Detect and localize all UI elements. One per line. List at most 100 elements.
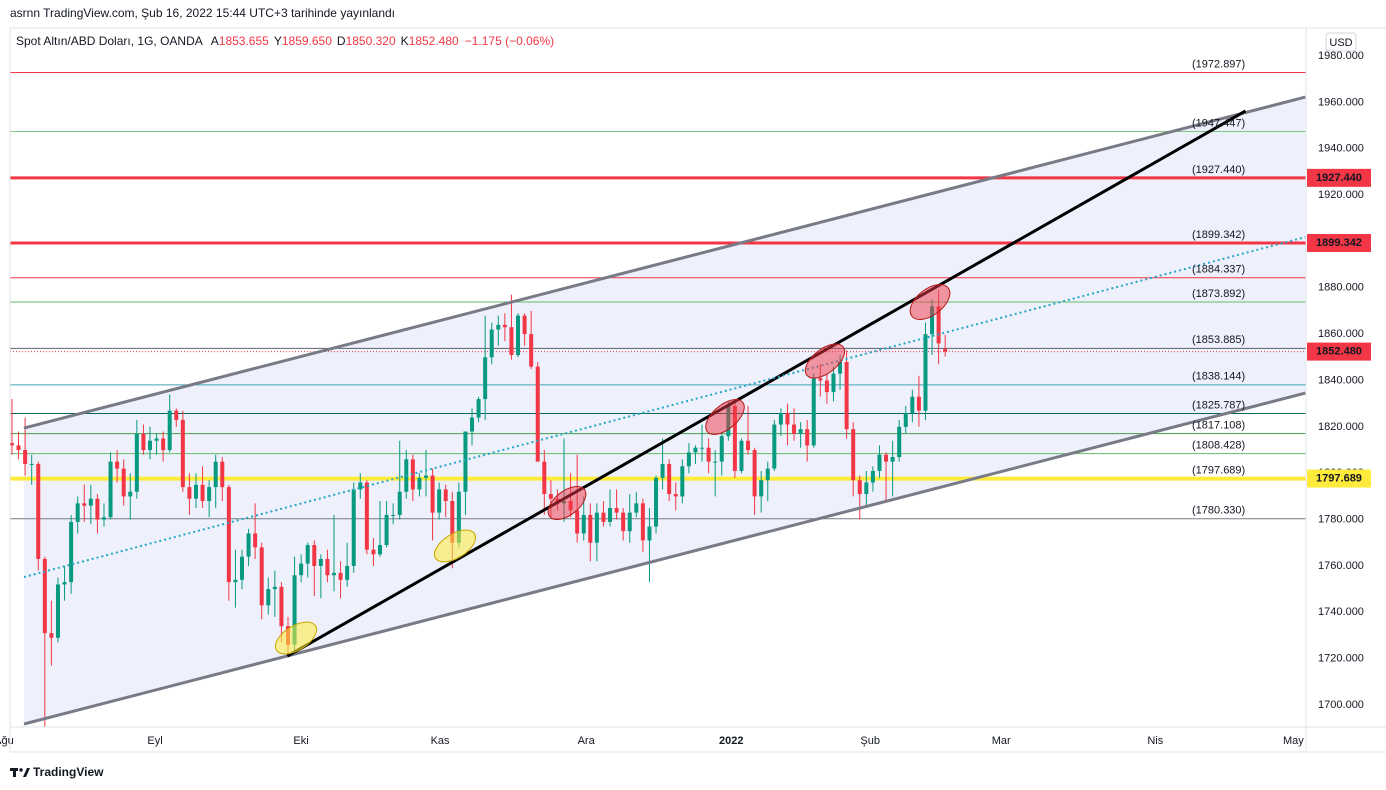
candle-body — [180, 419, 185, 488]
brand: TradingView — [33, 765, 104, 779]
x-tick-label: Ağu — [0, 735, 14, 747]
candle-body — [838, 361, 843, 374]
price-axis-label: 1899.342 — [1316, 237, 1362, 249]
change: −1.175 (−0.06%) — [465, 34, 554, 48]
candle-body — [943, 348, 948, 352]
candle-body — [49, 633, 54, 638]
candle-body — [299, 563, 304, 576]
plot-area — [10, 72, 1306, 727]
candle-body — [916, 396, 921, 411]
candle-body — [522, 315, 527, 335]
candle-body — [588, 514, 593, 543]
candle-body — [739, 440, 744, 471]
candle-body — [640, 503, 645, 541]
candle-body — [529, 334, 534, 367]
candle-body — [272, 586, 277, 590]
candle-body — [213, 461, 218, 488]
candle-body — [167, 410, 172, 451]
level-label: (1808.428) — [1192, 440, 1245, 452]
candle-body — [601, 512, 606, 522]
candle-body — [207, 487, 212, 502]
highlight-ellipse — [705, 399, 745, 435]
candle-body — [542, 461, 547, 495]
candle-body — [55, 584, 60, 638]
candle-body — [82, 503, 87, 506]
y-tick-label: 1880.000 — [1318, 282, 1364, 294]
overlay: (1972.897) (1947.447) (1927.440) (1899.342)… — [0, 50, 1371, 747]
candle-body — [667, 463, 672, 495]
currency[interactable]: USD — [1329, 37, 1352, 49]
candle-body — [765, 468, 770, 481]
candle-body — [864, 482, 869, 495]
candle-body — [239, 556, 244, 580]
candle-body — [338, 572, 343, 580]
candle-body — [621, 512, 626, 532]
candle-body — [654, 477, 659, 527]
candle-body — [706, 447, 711, 462]
candle-body — [463, 431, 468, 492]
candle-body — [259, 547, 264, 606]
candle-body — [351, 489, 356, 566]
level-label: (1884.337) — [1192, 264, 1245, 276]
candle-body — [161, 438, 166, 451]
candle-body — [811, 378, 816, 446]
candle-body — [680, 466, 685, 497]
candle-body — [575, 510, 580, 534]
candle-body — [798, 429, 803, 434]
candle-body — [16, 445, 21, 451]
price-axis-label: 1797.689 — [1316, 472, 1362, 484]
candle-body — [193, 484, 198, 499]
trendline — [23, 391, 1306, 726]
candle-body — [752, 450, 757, 497]
candle-body — [870, 470, 875, 483]
x-tick-label: Ara — [578, 735, 596, 747]
ohlc-key: A — [211, 34, 219, 48]
candle-body — [121, 468, 126, 497]
ohlc-key: K — [401, 34, 409, 48]
tradingview-logo — [10, 768, 30, 777]
level-label: (1873.892) — [1192, 288, 1245, 300]
x-tick-label: Mar — [992, 735, 1011, 747]
candle-body — [75, 503, 80, 522]
highlight-ellipse — [547, 485, 587, 521]
price-axis-box — [1307, 168, 1371, 187]
symbol-line: Spot Altın/ABD Doları, 1G, OANDA A1853.65… — [16, 34, 554, 48]
candle-body — [700, 447, 705, 449]
x-tick-label: 2022 — [719, 735, 743, 747]
candle-body — [805, 429, 810, 446]
candle-body — [778, 412, 783, 425]
currency-box[interactable] — [1325, 32, 1357, 52]
y-tick-label: 1760.000 — [1318, 560, 1364, 572]
level-label: (1972.897) — [1192, 58, 1245, 70]
annotations — [274, 284, 951, 655]
candle-body — [719, 436, 724, 462]
candle-body — [824, 380, 829, 393]
candle-body — [345, 565, 350, 580]
candle-body — [857, 480, 862, 495]
candle-body — [693, 447, 698, 453]
candle-body — [456, 491, 461, 543]
candle-body — [147, 440, 152, 451]
candle-body — [437, 489, 442, 513]
y-tick-label: 1920.000 — [1318, 189, 1364, 201]
candle-body — [424, 475, 429, 478]
candle-body — [608, 507, 613, 522]
y-tick-label: 1700.000 — [1318, 699, 1364, 711]
level-label: (1797.689) — [1192, 464, 1245, 476]
candle-body — [930, 306, 935, 335]
ohlc-key: D — [337, 34, 346, 48]
level-label: (1825.787) — [1192, 399, 1245, 411]
candle-body — [88, 498, 93, 506]
candle-body — [890, 456, 895, 462]
candle-body — [29, 463, 34, 465]
candle-body — [312, 545, 317, 566]
candle-body — [713, 461, 718, 463]
candle-body — [220, 461, 225, 488]
candle-body — [134, 433, 139, 492]
candle-body — [470, 417, 475, 432]
candle-body — [108, 461, 113, 518]
candle-body — [897, 426, 902, 457]
level-label: (1853.885) — [1192, 334, 1245, 346]
candle-body — [634, 503, 639, 513]
candle-body — [371, 549, 376, 555]
